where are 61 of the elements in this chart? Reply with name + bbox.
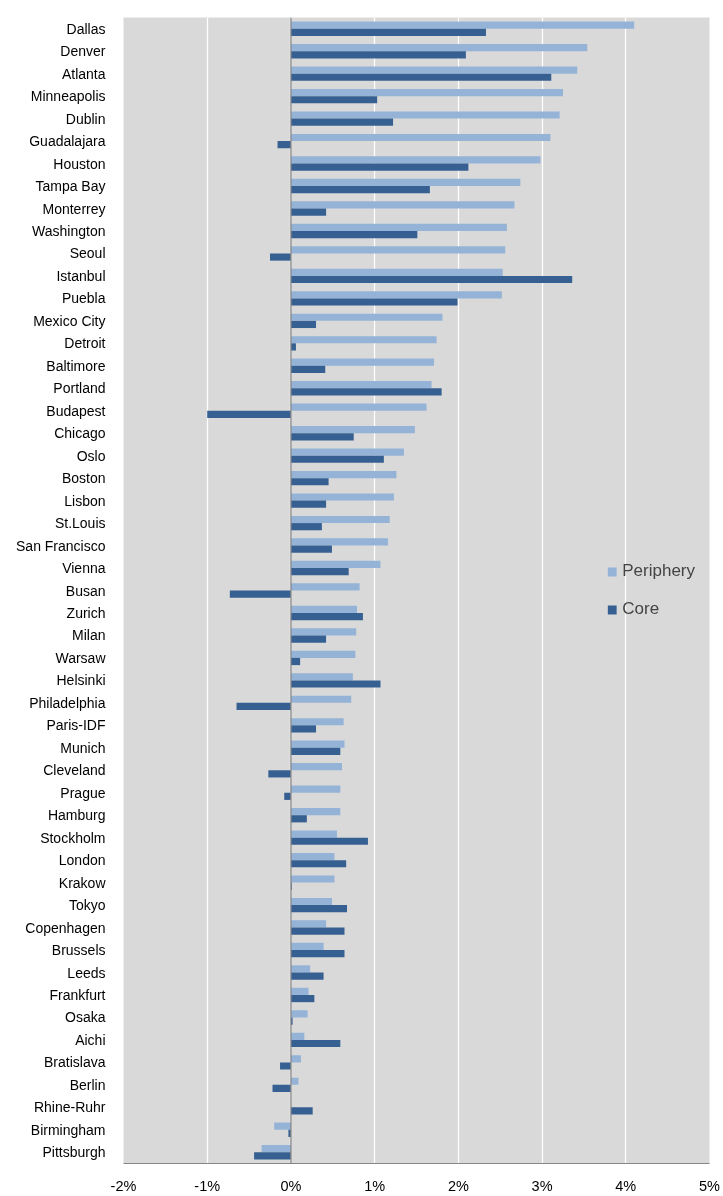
y-tick-label: Boston <box>61 470 106 487</box>
x-tick-label: 2% <box>447 1177 469 1194</box>
y-tick-label: Cleveland <box>43 762 106 779</box>
y-tick-label: Krakow <box>58 874 107 891</box>
y-tick-label: Baltimore <box>46 357 106 374</box>
y-tick-label: Warsaw <box>55 649 107 666</box>
y-tick-label: Denver <box>60 43 106 60</box>
y-tick-label: Oslo <box>76 447 106 464</box>
y-tick-label: Budapest <box>46 402 106 419</box>
y-tick-label: Guadalajara <box>29 133 106 150</box>
y-tick-label: Busan <box>65 582 106 599</box>
y-tick-label: Paris-IDF <box>46 717 106 734</box>
x-tick-label: 4% <box>615 1177 637 1194</box>
x-tick-label: 3% <box>531 1177 553 1194</box>
y-tick-label: Istanbul <box>56 267 106 284</box>
y-tick-label: Bratislava <box>44 1054 106 1071</box>
y-tick-label: Mexico City <box>33 312 106 329</box>
y-tick-label: Portland <box>53 380 106 397</box>
y-tick-label: Brussels <box>51 942 106 959</box>
legend-label: Core <box>622 599 660 619</box>
y-tick-label: Milan <box>72 627 106 644</box>
y-tick-label: Philadelphia <box>29 694 106 711</box>
y-tick-label: Stockholm <box>40 829 106 846</box>
y-tick-label: Chicago <box>54 425 106 442</box>
y-tick-label: Zurich <box>66 604 106 621</box>
y-tick-label: Puebla <box>61 290 106 307</box>
y-tick-label: San Francisco <box>16 537 106 554</box>
y-tick-label: Vienna <box>62 560 106 577</box>
y-tick-label: Dublin <box>65 110 106 127</box>
y-tick-label: Aichi <box>75 1031 106 1048</box>
x-tick-label: 0% <box>280 1177 302 1194</box>
y-tick-label: Munich <box>60 739 106 756</box>
y-tick-label: Seoul <box>69 245 106 262</box>
y-tick-label: Tampa Bay <box>35 178 106 195</box>
y-tick-label: Helsinki <box>56 672 106 689</box>
y-tick-label: Houston <box>53 155 106 172</box>
y-tick-label: Berlin <box>69 1076 106 1093</box>
y-tick-label: Dallas <box>66 20 106 37</box>
x-tick-label: 1% <box>364 1177 386 1194</box>
y-tick-label: Hamburg <box>47 807 106 824</box>
y-tick-label: Minneapolis <box>30 88 106 105</box>
y-tick-label: Pittsburgh <box>42 1144 106 1161</box>
y-tick-label: St.Louis <box>54 515 106 532</box>
y-tick-label: Rhine-Ruhr <box>33 1099 106 1116</box>
y-tick-label: London <box>58 852 106 869</box>
y-tick-label: Tokyo <box>68 897 106 914</box>
y-tick-label: Monterrey <box>42 200 106 217</box>
y-tick-label: Leeds <box>67 964 106 981</box>
x-tick-label: -2% <box>110 1177 137 1194</box>
y-tick-label: Atlanta <box>61 65 106 82</box>
x-tick-label: 5% <box>699 1177 721 1194</box>
y-tick-label: Birmingham <box>30 1121 106 1138</box>
y-tick-label: Frankfurt <box>49 986 106 1003</box>
y-tick-label: Detroit <box>64 335 106 352</box>
y-tick-label: Lisbon <box>64 492 106 509</box>
legend-label: Periphery <box>622 561 695 581</box>
y-tick-label: Washington <box>32 222 106 239</box>
y-tick-label: Copenhagen <box>25 919 106 936</box>
x-tick-label: -1% <box>194 1177 221 1194</box>
y-tick-label: Osaka <box>65 1009 106 1026</box>
y-tick-label: Prague <box>60 784 106 801</box>
